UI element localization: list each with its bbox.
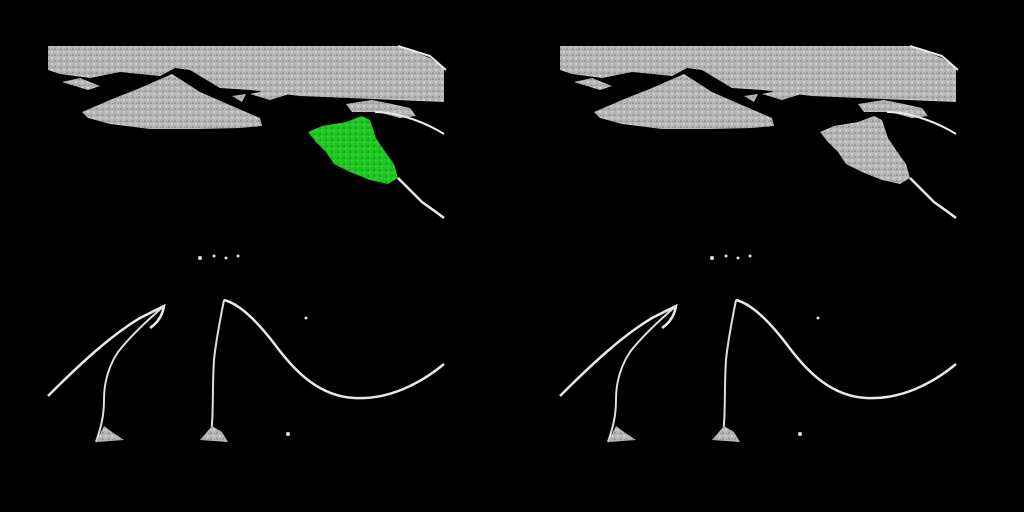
triangle-structure [574,74,808,129]
upper-tissue-band [560,45,959,102]
segmentation-mask [308,116,445,219]
right-tissue-fragment [346,100,445,135]
unmasked-tissue [820,116,957,219]
right-slice-image [559,45,959,443]
bone-contours [47,254,445,443]
right-tissue-fragment [858,100,957,135]
right-panel-plain [512,0,1024,512]
triangle-structure [62,74,296,129]
upper-tissue-band [48,45,447,102]
bone-contours [559,254,957,443]
left-slice-image [47,45,447,443]
left-panel-overlay [47,45,447,443]
